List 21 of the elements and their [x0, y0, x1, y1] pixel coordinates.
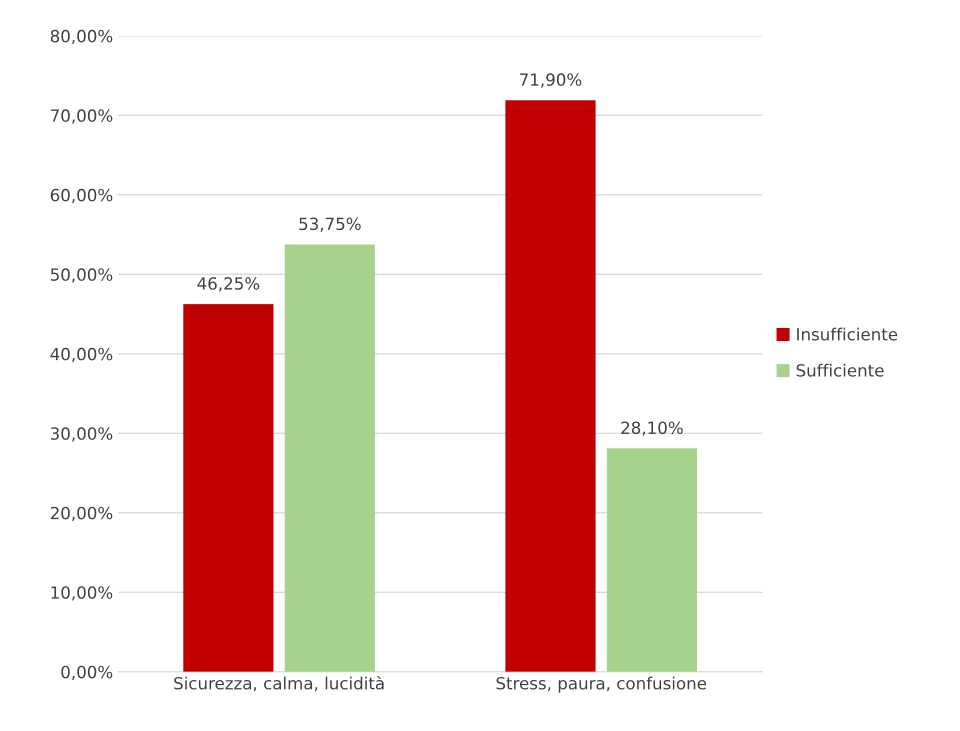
y-tick-label: 70,00%	[51, 109, 112, 124]
bar	[284, 244, 375, 672]
bar	[183, 304, 274, 672]
y-tick-label: 0,00%	[61, 666, 112, 680]
x-tick-label: Stress, paura, confusione	[496, 676, 706, 693]
y-tick-label: 30,00%	[50, 427, 112, 442]
y-tick-label: 50,00%	[50, 268, 112, 283]
x-tick-label: Sicurezza, calma, lucidità	[174, 676, 384, 692]
y-tick-label: 60,00%	[50, 188, 112, 204]
legend-label: Insufficiente	[797, 328, 898, 341]
y-tick-label: 10,00%	[52, 586, 112, 601]
data-label: 28,10%	[621, 421, 683, 436]
y-tick-label: 40,00%	[50, 348, 112, 362]
bar	[606, 448, 698, 672]
y-tick-label: 20,00%	[50, 506, 112, 522]
y-tick-label: 80,00%	[50, 30, 112, 44]
legend-label: Sufficiente	[796, 364, 884, 377]
data-label: 53,75%	[299, 218, 361, 232]
data-label: 71,90%	[520, 73, 582, 88]
bar	[505, 100, 596, 672]
data-label: 46,25%	[197, 277, 260, 292]
